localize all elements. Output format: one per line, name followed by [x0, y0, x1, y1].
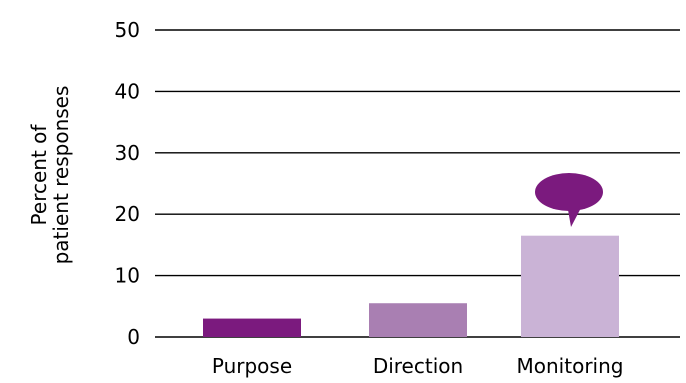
y-tick-label-0: 0	[127, 325, 140, 349]
y-tick-label-30: 30	[115, 141, 140, 165]
callout	[535, 173, 603, 227]
y-axis-title: Percent of patient responses	[27, 86, 73, 265]
y-axis-title-line-2: patient responses	[49, 86, 73, 265]
y-tick-label-50: 50	[115, 18, 140, 42]
bars	[203, 235, 619, 337]
y-tick-labels: 0 10 20 30 40 50	[115, 18, 140, 349]
y-tick-label-10: 10	[115, 264, 140, 288]
bar-purpose	[203, 318, 301, 337]
speech-bubble-tail-icon	[567, 204, 583, 227]
x-category-label-purpose: Purpose	[212, 354, 292, 378]
y-tick-label-20: 20	[115, 202, 140, 226]
y-axis-title-line-1: Percent of	[27, 124, 51, 226]
y-tick-label-40: 40	[115, 79, 140, 103]
x-category-label-monitoring: Monitoring	[517, 354, 624, 378]
speech-bubble-icon	[535, 173, 603, 211]
bar-direction	[369, 303, 467, 337]
x-category-label-direction: Direction	[373, 354, 463, 378]
bar-monitoring	[521, 235, 619, 337]
x-category-labels: Purpose Direction Monitoring	[212, 354, 624, 378]
